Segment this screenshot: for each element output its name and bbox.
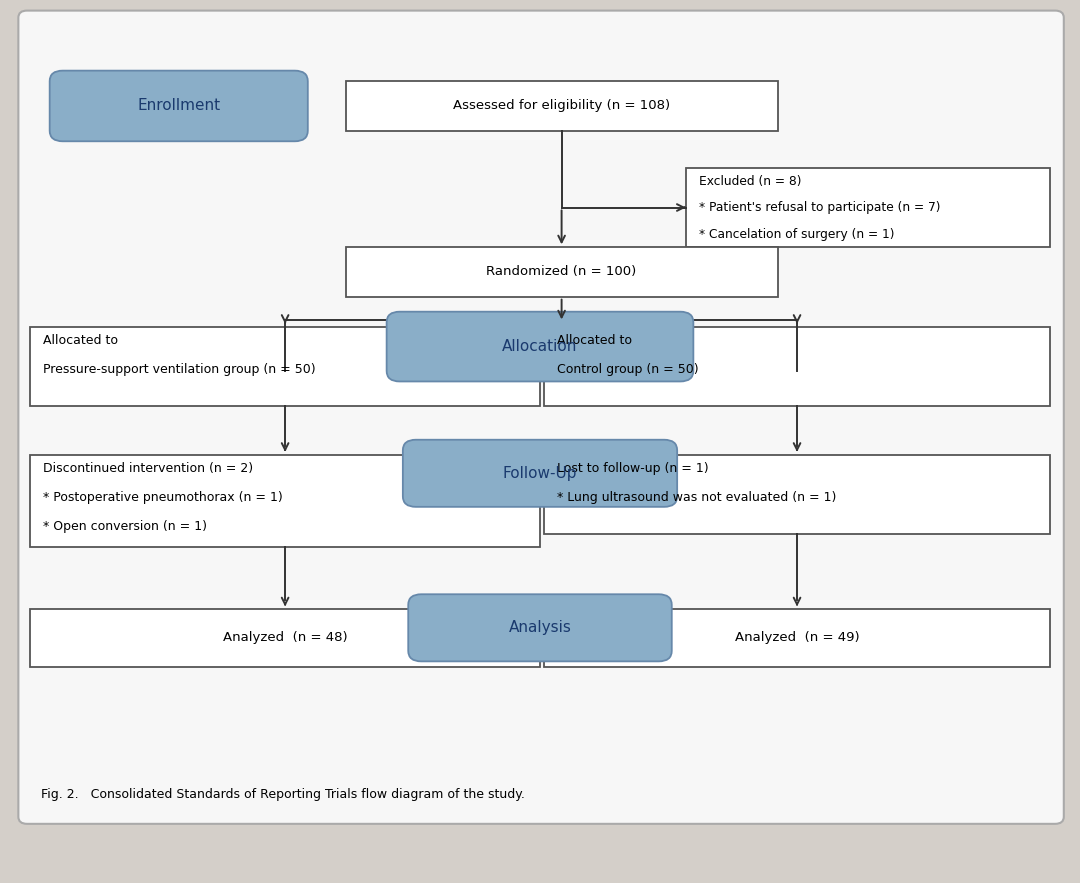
FancyBboxPatch shape: [387, 312, 693, 381]
Text: * Patient's refusal to participate (n = 7): * Patient's refusal to participate (n = …: [699, 201, 941, 215]
FancyBboxPatch shape: [408, 594, 672, 661]
FancyBboxPatch shape: [50, 71, 308, 141]
Text: * Open conversion (n = 1): * Open conversion (n = 1): [43, 520, 207, 533]
FancyBboxPatch shape: [544, 327, 1050, 406]
Text: Allocated to: Allocated to: [557, 334, 632, 347]
Text: * Lung ultrasound was not evaluated (n = 1): * Lung ultrasound was not evaluated (n =…: [557, 491, 837, 504]
Text: Excluded (n = 8): Excluded (n = 8): [699, 175, 801, 188]
Text: Allocation: Allocation: [502, 339, 578, 354]
Text: Analysis: Analysis: [509, 621, 571, 635]
FancyBboxPatch shape: [18, 11, 1064, 824]
FancyBboxPatch shape: [403, 440, 677, 507]
FancyBboxPatch shape: [686, 168, 1050, 247]
FancyBboxPatch shape: [544, 455, 1050, 534]
FancyBboxPatch shape: [544, 609, 1050, 667]
Text: Discontinued intervention (n = 2): Discontinued intervention (n = 2): [43, 462, 254, 475]
Text: Analyzed  (n = 49): Analyzed (n = 49): [734, 631, 860, 645]
Text: Follow-Up: Follow-Up: [503, 466, 577, 480]
Text: Allocated to: Allocated to: [43, 334, 118, 347]
Text: Analyzed  (n = 48): Analyzed (n = 48): [222, 631, 348, 645]
Text: Fig. 2.   Consolidated Standards of Reporting Trials flow diagram of the study.: Fig. 2. Consolidated Standards of Report…: [41, 789, 525, 801]
Text: * Cancelation of surgery (n = 1): * Cancelation of surgery (n = 1): [699, 228, 894, 241]
FancyBboxPatch shape: [346, 81, 778, 131]
FancyBboxPatch shape: [30, 455, 540, 547]
Text: Pressure-support ventilation group (n = 50): Pressure-support ventilation group (n = …: [43, 363, 315, 376]
Text: Assessed for eligibility (n = 108): Assessed for eligibility (n = 108): [453, 100, 671, 112]
FancyBboxPatch shape: [346, 247, 778, 297]
Text: Lost to follow-up (n = 1): Lost to follow-up (n = 1): [557, 462, 708, 475]
FancyBboxPatch shape: [30, 609, 540, 667]
Text: Randomized (n = 100): Randomized (n = 100): [486, 266, 637, 278]
Text: Control group (n = 50): Control group (n = 50): [557, 363, 699, 376]
FancyBboxPatch shape: [30, 327, 540, 406]
Text: Enrollment: Enrollment: [137, 99, 220, 113]
Text: * Postoperative pneumothorax (n = 1): * Postoperative pneumothorax (n = 1): [43, 491, 283, 504]
